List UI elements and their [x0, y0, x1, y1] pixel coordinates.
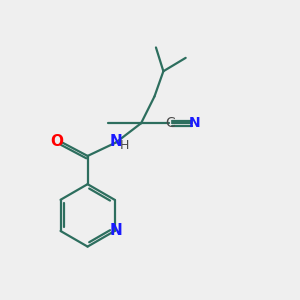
Text: N: N	[110, 224, 122, 238]
Text: N: N	[189, 116, 200, 130]
Text: C: C	[166, 116, 176, 130]
Text: O: O	[50, 134, 64, 149]
Text: H: H	[120, 139, 129, 152]
Text: N: N	[110, 134, 122, 149]
